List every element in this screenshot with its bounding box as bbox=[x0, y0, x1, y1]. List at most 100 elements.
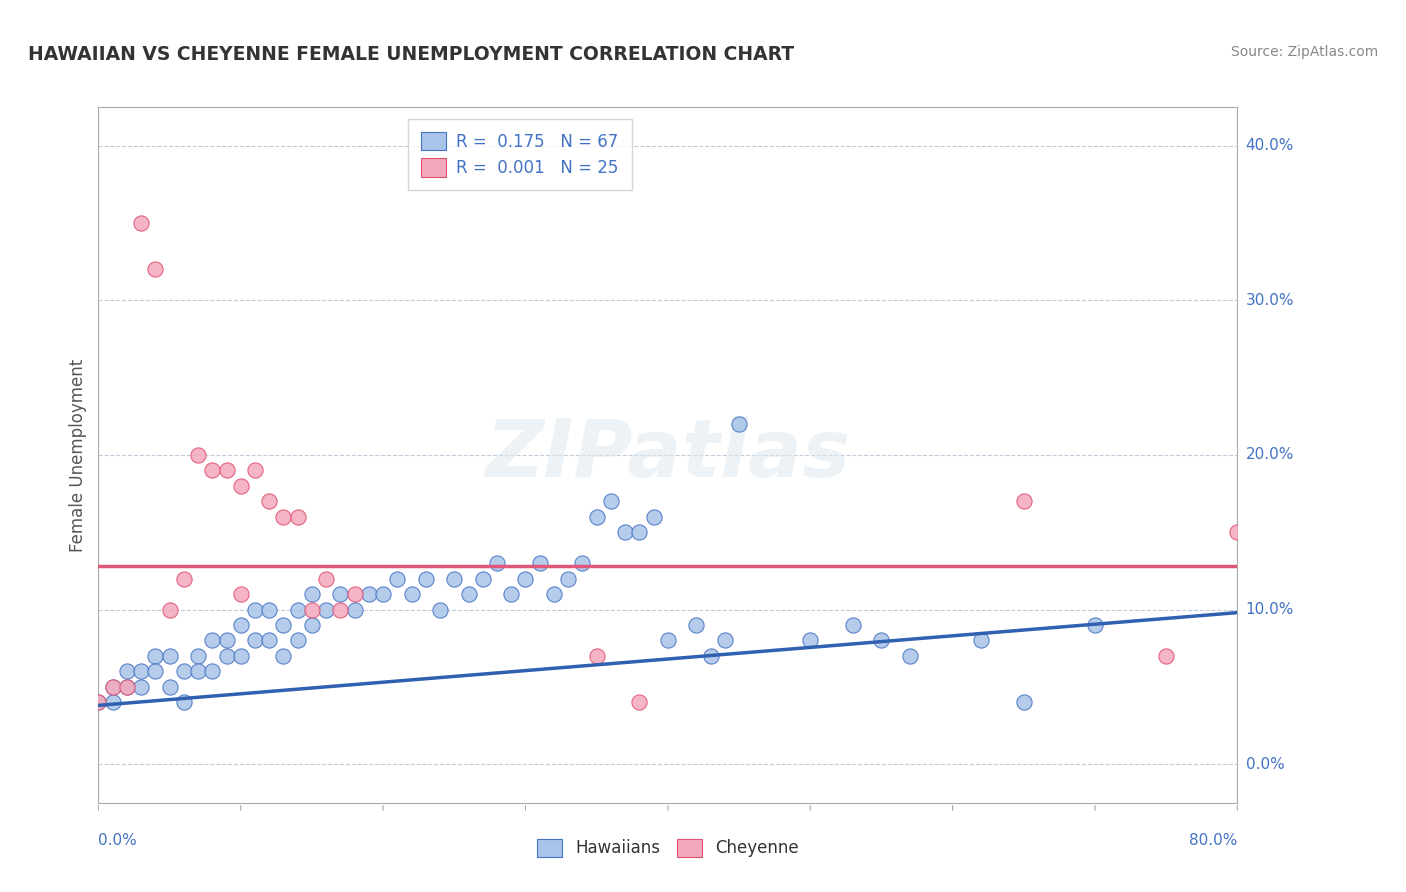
Point bbox=[201, 463, 224, 477]
Point bbox=[287, 633, 309, 648]
Text: ZIPatlas: ZIPatlas bbox=[485, 416, 851, 494]
Point bbox=[259, 602, 281, 616]
Text: 10.0%: 10.0% bbox=[1246, 602, 1294, 617]
Point bbox=[243, 633, 266, 648]
Point bbox=[229, 587, 252, 601]
Point bbox=[343, 587, 366, 601]
Point bbox=[173, 695, 195, 709]
Point bbox=[343, 602, 366, 616]
Point bbox=[187, 665, 209, 679]
Point bbox=[1012, 695, 1035, 709]
Point bbox=[600, 494, 623, 508]
Point bbox=[571, 556, 593, 570]
Point bbox=[159, 648, 181, 663]
Point bbox=[129, 216, 152, 230]
Point bbox=[87, 695, 110, 709]
Point bbox=[685, 618, 707, 632]
Point bbox=[443, 572, 465, 586]
Text: HAWAIIAN VS CHEYENNE FEMALE UNEMPLOYMENT CORRELATION CHART: HAWAIIAN VS CHEYENNE FEMALE UNEMPLOYMENT… bbox=[28, 45, 794, 63]
Point bbox=[101, 695, 124, 709]
Point bbox=[159, 680, 181, 694]
Point bbox=[387, 572, 409, 586]
Point bbox=[243, 602, 266, 616]
Point bbox=[557, 572, 579, 586]
Point bbox=[515, 572, 537, 586]
Point bbox=[229, 618, 252, 632]
Point bbox=[115, 665, 138, 679]
Text: 80.0%: 80.0% bbox=[1189, 833, 1237, 848]
Point bbox=[259, 494, 281, 508]
Text: 0.0%: 0.0% bbox=[1246, 756, 1284, 772]
Text: 30.0%: 30.0% bbox=[1246, 293, 1294, 308]
Point bbox=[585, 509, 607, 524]
Point bbox=[628, 525, 651, 540]
Point bbox=[643, 509, 665, 524]
Point bbox=[229, 479, 252, 493]
Point bbox=[101, 680, 124, 694]
Point bbox=[898, 648, 921, 663]
Point bbox=[357, 587, 380, 601]
Point bbox=[159, 602, 181, 616]
Point bbox=[315, 602, 337, 616]
Point bbox=[714, 633, 737, 648]
Point bbox=[201, 633, 224, 648]
Point bbox=[145, 665, 167, 679]
Point bbox=[657, 633, 679, 648]
Point bbox=[329, 587, 352, 601]
Point bbox=[115, 680, 138, 694]
Point bbox=[486, 556, 509, 570]
Point bbox=[215, 633, 238, 648]
Point bbox=[628, 695, 651, 709]
Point bbox=[115, 680, 138, 694]
Point bbox=[173, 665, 195, 679]
Point bbox=[273, 618, 295, 632]
Point bbox=[273, 509, 295, 524]
Point bbox=[401, 587, 423, 601]
Point bbox=[243, 463, 266, 477]
Point bbox=[301, 618, 323, 632]
Point bbox=[1084, 618, 1107, 632]
Point bbox=[229, 648, 252, 663]
Point bbox=[129, 665, 152, 679]
Point bbox=[501, 587, 523, 601]
Point bbox=[145, 648, 167, 663]
Point bbox=[173, 572, 195, 586]
Point bbox=[287, 509, 309, 524]
Point bbox=[1012, 494, 1035, 508]
Point bbox=[870, 633, 893, 648]
Point bbox=[145, 262, 167, 277]
Point bbox=[529, 556, 551, 570]
Legend: Hawaiians, Cheyenne: Hawaiians, Cheyenne bbox=[530, 832, 806, 864]
Point bbox=[187, 648, 209, 663]
Point bbox=[187, 448, 209, 462]
Text: Source: ZipAtlas.com: Source: ZipAtlas.com bbox=[1230, 45, 1378, 59]
Point bbox=[614, 525, 637, 540]
Point bbox=[315, 572, 337, 586]
Point bbox=[543, 587, 565, 601]
Point bbox=[585, 648, 607, 663]
Point bbox=[301, 602, 323, 616]
Text: 0.0%: 0.0% bbox=[98, 833, 138, 848]
Point bbox=[728, 417, 751, 431]
Text: 20.0%: 20.0% bbox=[1246, 448, 1294, 462]
Point bbox=[373, 587, 395, 601]
Point bbox=[273, 648, 295, 663]
Point bbox=[215, 648, 238, 663]
Point bbox=[329, 602, 352, 616]
Point bbox=[842, 618, 865, 632]
Point bbox=[471, 572, 494, 586]
Point bbox=[301, 587, 323, 601]
Point bbox=[415, 572, 437, 586]
Point bbox=[287, 602, 309, 616]
Point bbox=[129, 680, 152, 694]
Point bbox=[87, 695, 110, 709]
Point bbox=[1154, 648, 1177, 663]
Point bbox=[1226, 525, 1249, 540]
Point bbox=[970, 633, 993, 648]
Point bbox=[699, 648, 721, 663]
Point bbox=[457, 587, 479, 601]
Y-axis label: Female Unemployment: Female Unemployment bbox=[69, 359, 87, 551]
Point bbox=[215, 463, 238, 477]
Point bbox=[201, 665, 224, 679]
Point bbox=[799, 633, 821, 648]
